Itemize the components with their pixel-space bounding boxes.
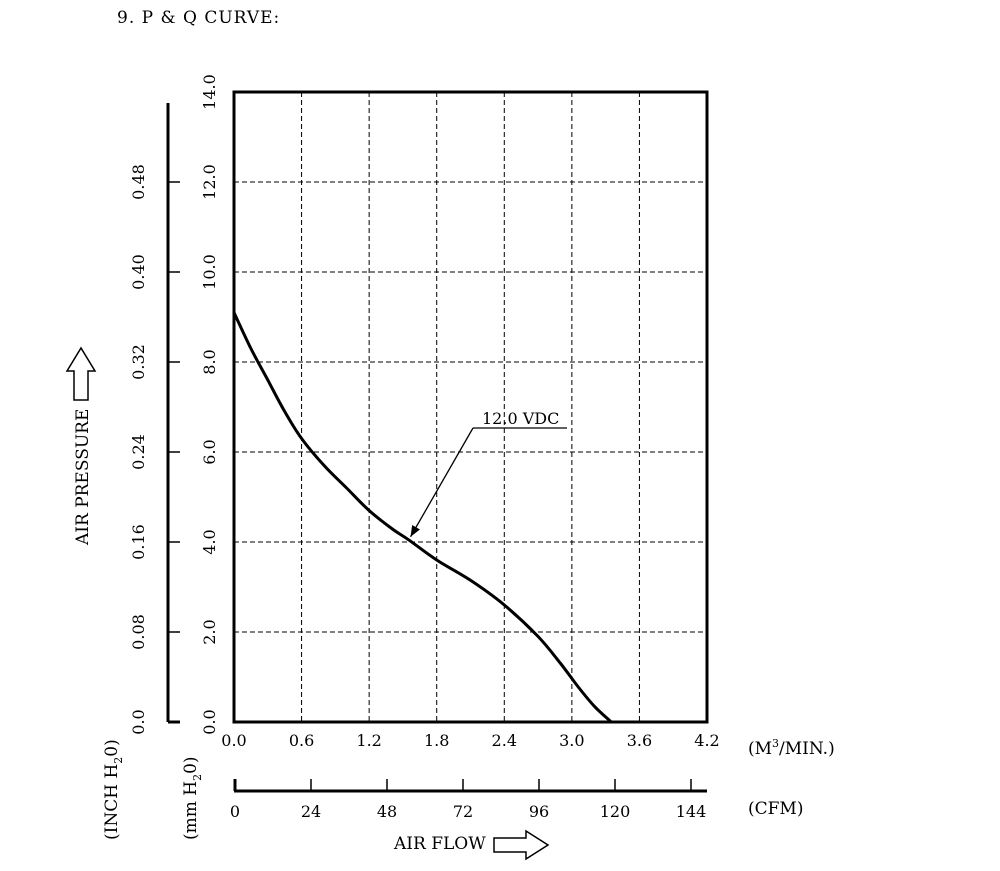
inch-h2o-tick-label: 0.0 <box>129 709 148 734</box>
x-tick-label: 0.0 <box>221 731 246 750</box>
y-tick-label: 14.0 <box>200 74 219 110</box>
section-title: 9. P & Q CURVE: <box>117 8 281 28</box>
inch-h2o-tick-label: 0.16 <box>129 524 148 560</box>
cfm-unit-label: (CFM) <box>748 799 803 819</box>
annotation-label-12vdc: 12.0 VDC <box>482 409 559 428</box>
series-line-12vdc <box>232 311 613 724</box>
y-tick-label: 8.0 <box>200 349 219 374</box>
x-tick-label: 1.8 <box>424 731 449 750</box>
y-tick-label: 0.0 <box>200 709 219 734</box>
inch-h2o-tick-label: 0.40 <box>129 254 148 290</box>
annotation-leader-line <box>409 427 474 538</box>
air-pressure-arrow-icon <box>65 346 97 401</box>
cfm-tick-label: 144 <box>676 802 707 821</box>
air-pressure-label: AIR PRESSURE <box>73 409 93 546</box>
y-tick-label: 4.0 <box>200 529 219 554</box>
y-tick-label: 12.0 <box>200 164 219 200</box>
cfm-tick-label: 48 <box>377 802 397 821</box>
cfm-tick-label: 72 <box>453 802 473 821</box>
cfm-tick-label: 120 <box>600 802 631 821</box>
inch-h2o-tick-label: 0.24 <box>129 434 148 470</box>
cfm-tick-label: 96 <box>529 802 549 821</box>
x-tick-label: 0.6 <box>289 731 314 750</box>
y-tick-label: 10.0 <box>200 254 219 290</box>
y-tick-label: 2.0 <box>200 619 219 644</box>
inch-h2o-tick-label: 0.08 <box>129 614 148 650</box>
inch-h2o-unit-label: (INCH H20) <box>102 739 125 840</box>
x-tick-label: 3.0 <box>559 731 584 750</box>
air-flow-label: AIR FLOW <box>393 834 486 854</box>
x-tick-label: 1.2 <box>356 731 381 750</box>
cfm-tick-label: 24 <box>301 802 321 821</box>
inch-h2o-tick-label: 0.48 <box>129 164 148 200</box>
plot-frame <box>232 90 709 724</box>
y-tick-label: 6.0 <box>200 439 219 464</box>
annotation-arrowhead-icon <box>410 524 420 537</box>
x-tick-label: 3.6 <box>627 731 652 750</box>
air-flow-arrow-icon <box>493 829 550 861</box>
x-tick-label: 4.2 <box>694 731 719 750</box>
x-tick-label: 2.4 <box>492 731 517 750</box>
inch-h2o-tick-label: 0.32 <box>129 344 148 380</box>
m3-min-unit-label: (M3/MIN.) <box>748 737 835 759</box>
mm-h2o-unit-label: (mm H20) <box>181 756 204 840</box>
cfm-tick-label: 0 <box>230 802 240 821</box>
